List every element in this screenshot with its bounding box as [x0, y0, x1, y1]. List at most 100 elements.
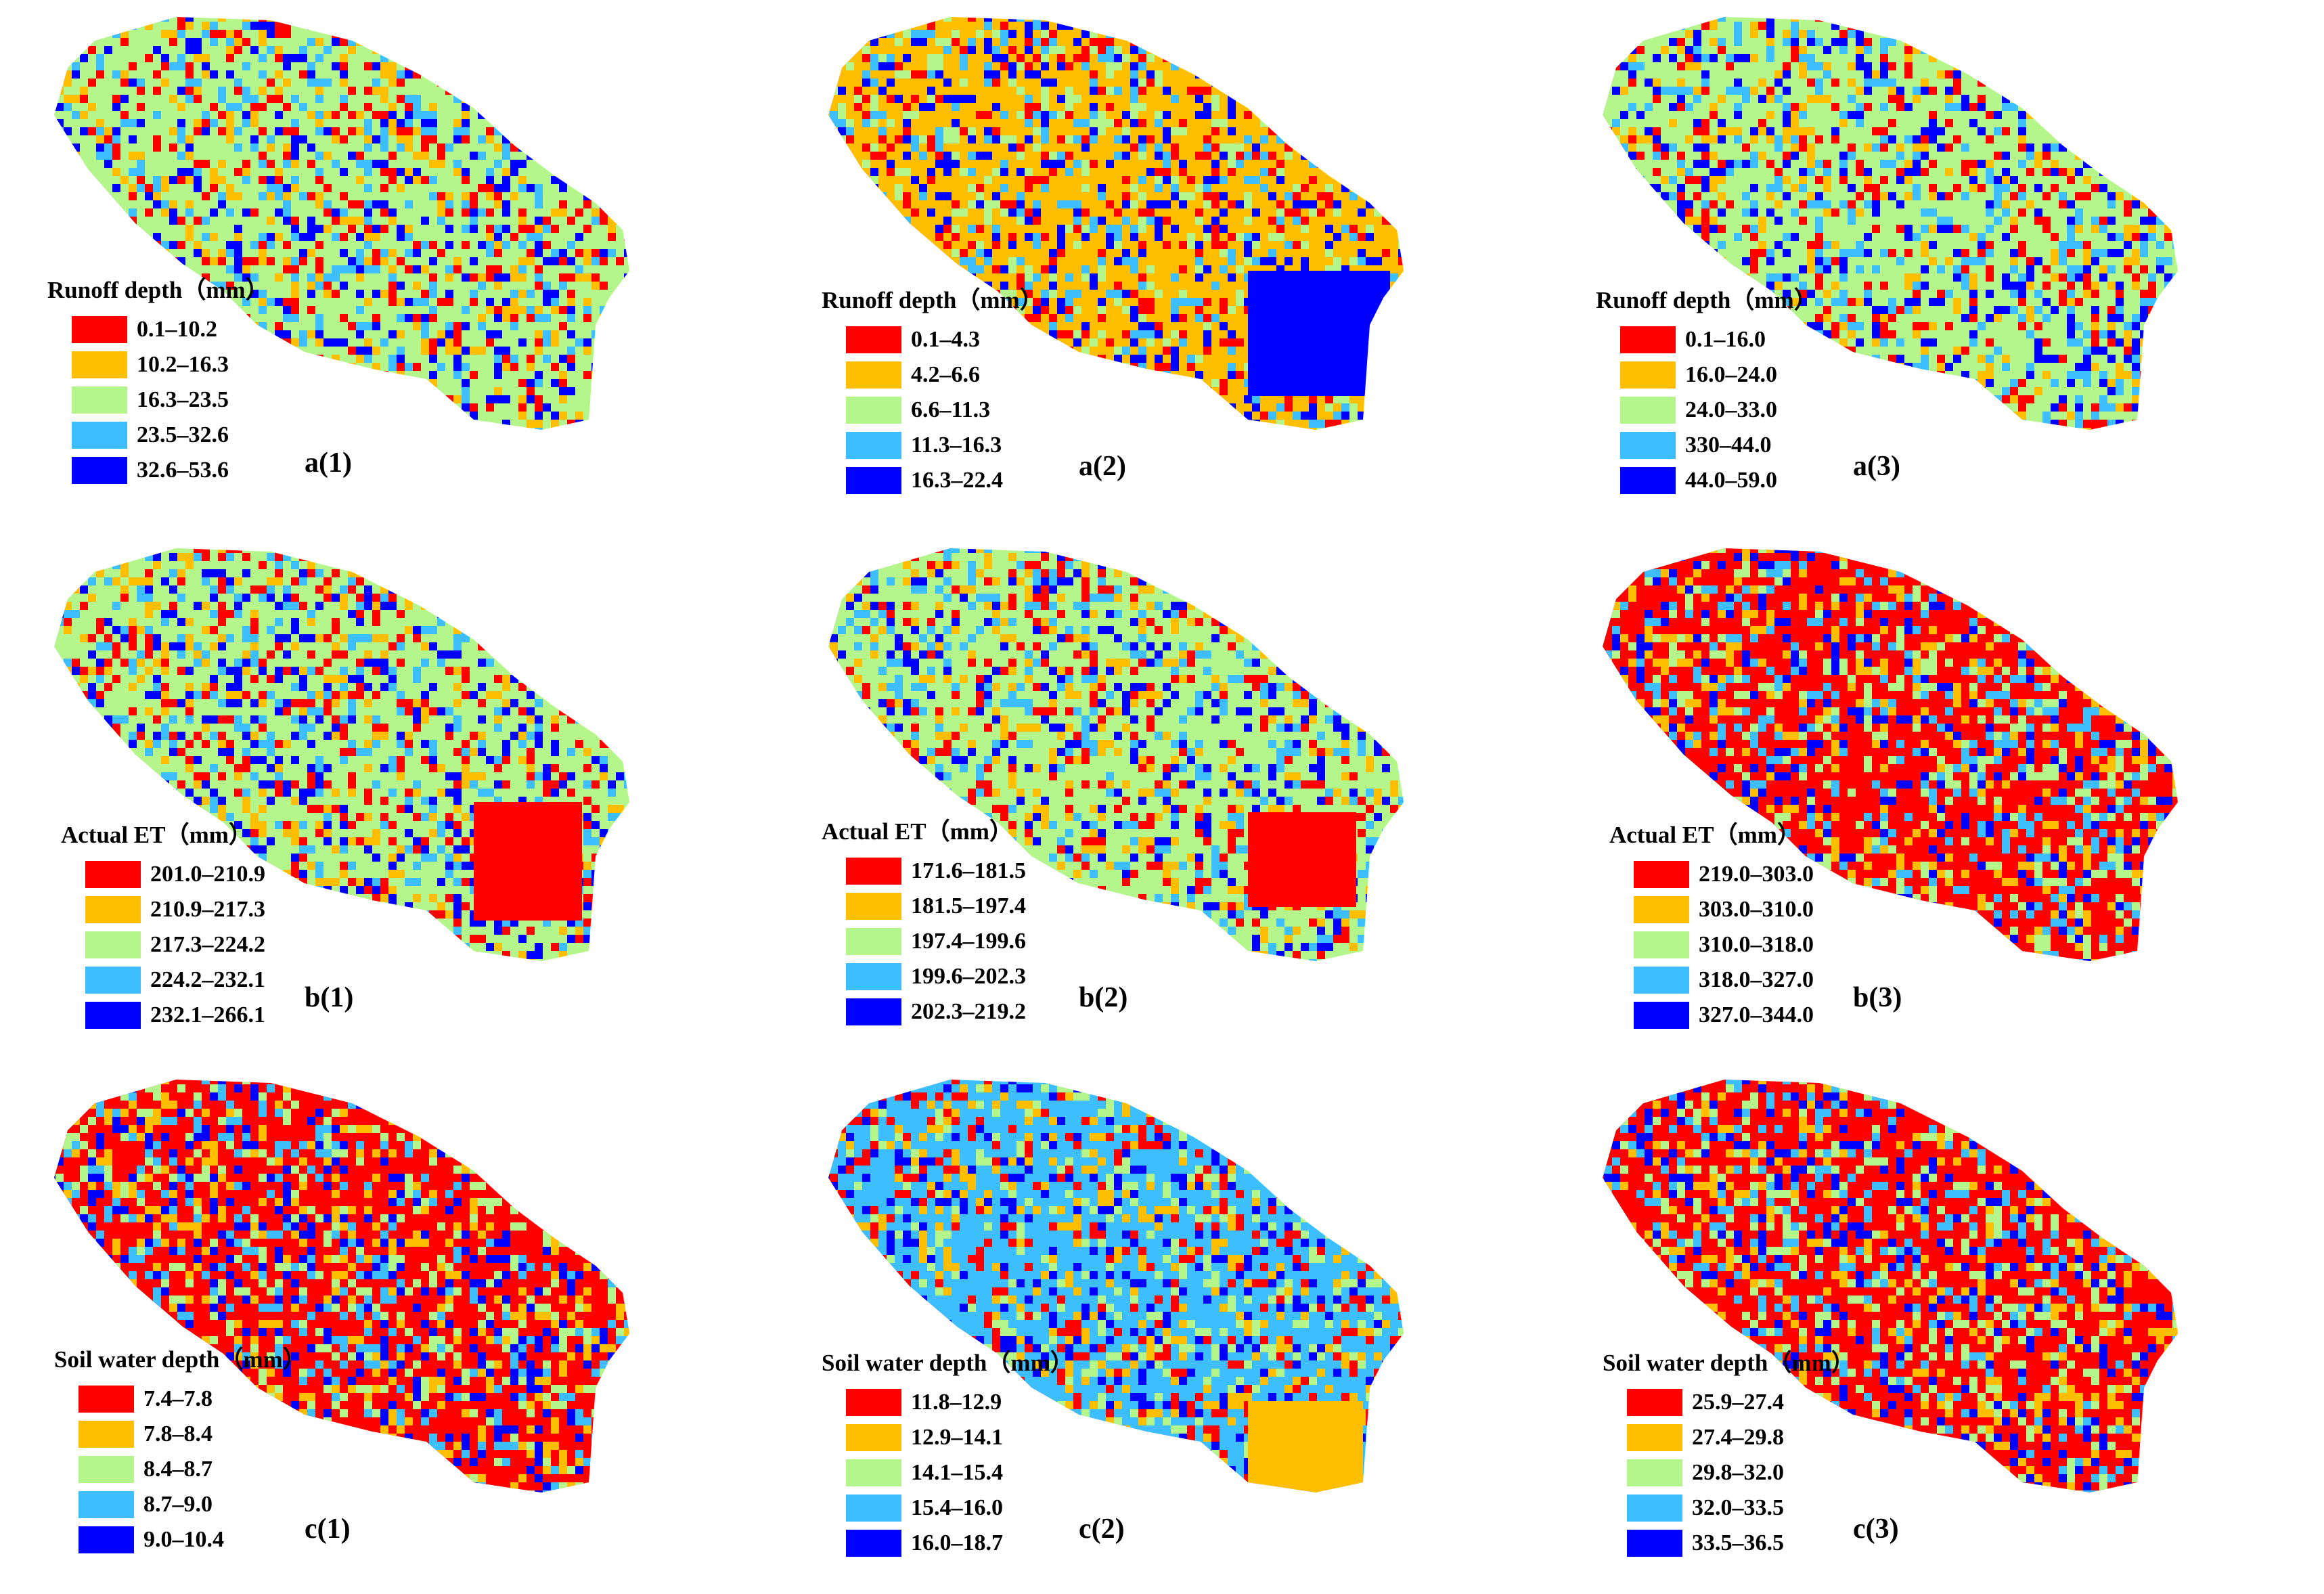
map-legend: Runoff depth（mm） 0.1–16.0 16.0–24.0 24.0–33… [1596, 281, 1818, 501]
legend-swatch [846, 1424, 901, 1451]
legend-item: 29.8–32.0 [1627, 1458, 1855, 1488]
legend-range-label: 330–44.0 [1685, 433, 1772, 458]
map-panel-c1: Soil water depth（mm） 7.4–7.8 7.8–8.4 8.4–8.… [0, 1063, 774, 1594]
legend-range-label: 16.3–22.4 [911, 468, 1003, 493]
legend-swatch [85, 861, 141, 888]
map-legend: Actual ET（mm） 171.6–181.5 181.5–197.4 197.4… [822, 812, 1026, 1032]
panel-label: c(1) [305, 1513, 351, 1545]
legend-item: 232.1–266.1 [85, 1000, 265, 1030]
legend-item: 16.3–23.5 [72, 385, 269, 415]
basin-raster-map [1603, 17, 2178, 430]
legend-swatch [72, 386, 127, 414]
panel-label: b(2) [1079, 982, 1128, 1013]
basin-raster-map [828, 548, 1404, 961]
subbasin-block [1248, 1401, 1363, 1492]
legend-item: 7.4–7.8 [79, 1384, 307, 1414]
legend-swatch [1627, 1530, 1682, 1557]
legend-item: 0.1–4.3 [846, 325, 1044, 355]
legend-swatch [1634, 861, 1689, 888]
legend-swatch [79, 1456, 134, 1483]
legend-item: 32.0–33.5 [1627, 1493, 1855, 1523]
legend-range-label: 23.5–32.6 [137, 422, 229, 447]
legend-range-label: 27.4–29.8 [1692, 1425, 1784, 1450]
legend-swatch [846, 1389, 901, 1416]
map-legend: Runoff depth（mm） 0.1–10.2 10.2–16.3 16.3–23… [47, 271, 269, 491]
legend-item: 0.1–10.2 [72, 315, 269, 345]
legend-swatch [1634, 931, 1689, 958]
legend-range-label: 25.9–27.4 [1692, 1390, 1784, 1415]
legend-swatch [1620, 432, 1676, 459]
basin-raster-map [828, 1080, 1404, 1492]
legend-range-label: 181.5–197.4 [911, 893, 1026, 918]
subbasin-block [1248, 271, 1390, 396]
legend-title: Runoff depth（mm） [822, 287, 1044, 313]
legend-range-label: 199.6–202.3 [911, 964, 1026, 989]
legend-swatch [846, 858, 901, 885]
legend-swatch [1627, 1495, 1682, 1522]
legend-item: 9.0–10.4 [79, 1525, 307, 1555]
map-legend: Soil water depth（mm） 25.9–27.4 27.4–29.8 29… [1603, 1344, 1855, 1564]
legend-range-label: 197.4–199.6 [911, 929, 1026, 954]
legend-swatch [1620, 467, 1676, 494]
legend-range-label: 24.0–33.0 [1685, 397, 1777, 422]
legend-item: 16.0–18.7 [846, 1528, 1074, 1558]
legend-range-label: 11.3–16.3 [911, 433, 1002, 458]
legend-swatch [1627, 1459, 1682, 1486]
legend-item: 303.0–310.0 [1634, 895, 1814, 925]
legend-item: 8.4–8.7 [79, 1455, 307, 1484]
legend-range-label: 11.8–12.9 [911, 1390, 1002, 1415]
legend-item: 11.8–12.9 [846, 1388, 1074, 1417]
legend-range-label: 8.7–9.0 [143, 1492, 213, 1517]
legend-swatch [846, 432, 901, 459]
basin-raster-map [54, 1080, 629, 1492]
legend-item: 327.0–344.0 [1634, 1000, 1814, 1030]
legend-swatch [79, 1491, 134, 1518]
legend-range-label: 14.1–15.4 [911, 1460, 1003, 1485]
legend-item: 0.1–16.0 [1620, 325, 1818, 355]
legend-range-label: 6.6–11.3 [911, 397, 991, 422]
legend-title: Actual ET（mm） [61, 822, 252, 848]
legend-range-label: 16.0–24.0 [1685, 362, 1777, 387]
legend-range-label: 327.0–344.0 [1699, 1002, 1814, 1027]
legend-item: 6.6–11.3 [846, 395, 1044, 425]
legend-swatch [846, 998, 901, 1025]
map-panel-b2: Actual ET（mm） 171.6–181.5 181.5–197.4 197.4… [774, 531, 1548, 1063]
subbasin-block [474, 802, 582, 921]
legend-item: 15.4–16.0 [846, 1493, 1074, 1523]
map-legend: Soil water depth（mm） 7.4–7.8 7.8–8.4 8.4–8.… [54, 1340, 307, 1560]
legend-item: 217.3–224.2 [85, 930, 265, 960]
legend-swatch [1620, 326, 1676, 353]
legend-title: Soil water depth（mm） [1603, 1350, 1855, 1376]
legend-item: 201.0–210.9 [85, 860, 265, 889]
legend-item: 25.9–27.4 [1627, 1388, 1855, 1417]
basin-raster-map [828, 17, 1404, 430]
panel-label: c(3) [1853, 1513, 1899, 1545]
legend-item: 4.2–6.6 [846, 360, 1044, 390]
legend-range-label: 0.1–16.0 [1685, 327, 1766, 352]
legend-range-label: 310.0–318.0 [1699, 932, 1814, 957]
map-panel-c2: Soil water depth（mm） 11.8–12.9 12.9–14.1 14… [774, 1063, 1548, 1594]
legend-range-label: 7.8–8.4 [143, 1421, 213, 1446]
panel-label: b(3) [1853, 982, 1902, 1013]
legend-title: Soil water depth（mm） [54, 1346, 307, 1373]
map-panel-a1: Runoff depth（mm） 0.1–10.2 10.2–16.3 16.3–23… [0, 0, 774, 531]
legend-swatch [846, 467, 901, 494]
legend-item: 27.4–29.8 [1627, 1423, 1855, 1453]
legend-swatch [72, 316, 127, 343]
legend-range-label: 224.2–232.1 [150, 967, 265, 992]
panel-label: b(1) [305, 982, 354, 1013]
legend-item: 8.7–9.0 [79, 1490, 307, 1520]
legend-item: 32.6–53.6 [72, 456, 269, 485]
legend-item: 197.4–199.6 [846, 927, 1026, 956]
map-panel-c3: Soil water depth（mm） 25.9–27.4 27.4–29.8 29… [1548, 1063, 2323, 1594]
panel-label: a(1) [305, 447, 352, 479]
legend-item: 14.1–15.4 [846, 1458, 1074, 1488]
legend-range-label: 16.0–18.7 [911, 1530, 1003, 1555]
legend-item: 210.9–217.3 [85, 895, 265, 925]
legend-swatch [1620, 397, 1676, 424]
legend-item: 224.2–232.1 [85, 965, 265, 995]
legend-item: 12.9–14.1 [846, 1423, 1074, 1453]
legend-title: Actual ET（mm） [822, 818, 1013, 845]
legend-title: Actual ET（mm） [1609, 822, 1801, 848]
